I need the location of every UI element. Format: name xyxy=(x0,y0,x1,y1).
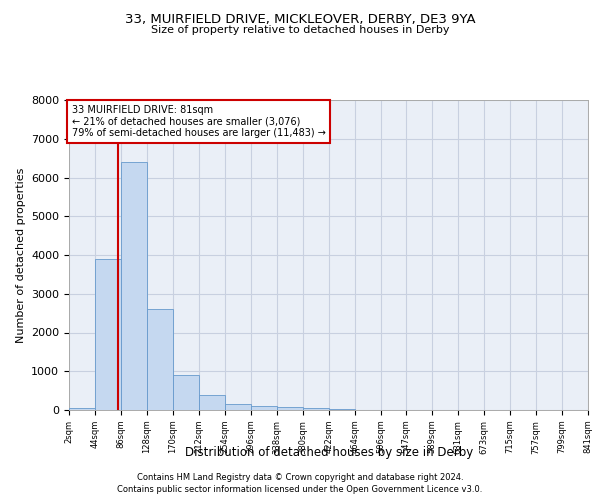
Bar xyxy=(95,259,121,410)
Bar xyxy=(121,162,147,410)
Bar xyxy=(303,408,329,410)
Text: Size of property relative to detached houses in Derby: Size of property relative to detached ho… xyxy=(151,25,449,35)
Bar xyxy=(225,404,251,410)
Bar xyxy=(199,394,225,410)
Bar xyxy=(147,309,173,410)
Text: 33 MUIRFIELD DRIVE: 81sqm
← 21% of detached houses are smaller (3,076)
79% of se: 33 MUIRFIELD DRIVE: 81sqm ← 21% of detac… xyxy=(71,104,325,138)
Text: Contains public sector information licensed under the Open Government Licence v3: Contains public sector information licen… xyxy=(118,484,482,494)
Bar xyxy=(173,375,199,410)
Bar xyxy=(329,409,355,410)
Text: Distribution of detached houses by size in Derby: Distribution of detached houses by size … xyxy=(185,446,473,459)
Text: 33, MUIRFIELD DRIVE, MICKLEOVER, DERBY, DE3 9YA: 33, MUIRFIELD DRIVE, MICKLEOVER, DERBY, … xyxy=(125,12,475,26)
Bar xyxy=(69,408,95,410)
Bar xyxy=(251,406,277,410)
Bar xyxy=(277,407,303,410)
Y-axis label: Number of detached properties: Number of detached properties xyxy=(16,168,26,342)
Text: Contains HM Land Registry data © Crown copyright and database right 2024.: Contains HM Land Registry data © Crown c… xyxy=(137,473,463,482)
